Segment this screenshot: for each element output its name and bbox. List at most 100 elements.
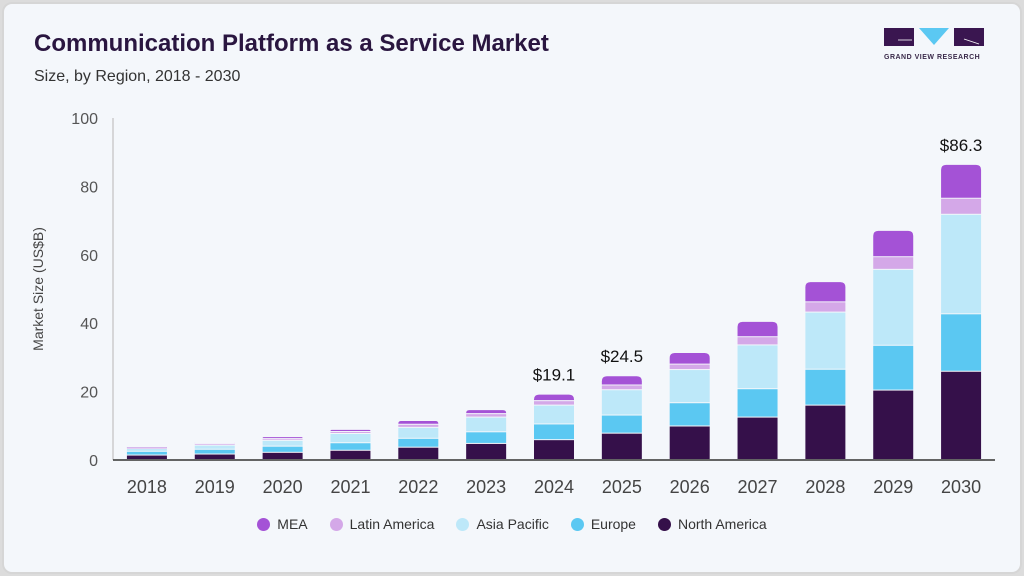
bar-segment-north-america xyxy=(805,405,846,459)
legend: MEA Latin America Asia Pacific Europe North … xyxy=(0,516,1024,532)
legend-swatch xyxy=(456,517,470,531)
bar-segment-mea xyxy=(601,376,642,385)
bar-segment-latin-america xyxy=(126,448,167,449)
legend-swatch xyxy=(570,517,584,531)
bar-segment-mea xyxy=(194,442,235,444)
legend-swatch xyxy=(257,517,271,531)
bar-segment-mea xyxy=(466,410,507,414)
bar-segment-asia-pacific xyxy=(601,390,642,415)
bar-segment-europe xyxy=(805,369,846,405)
bar-segment-north-america xyxy=(941,371,982,459)
x-tick-label: 2021 xyxy=(330,477,370,497)
x-tick-label: 2025 xyxy=(602,477,642,497)
legend-item: North America xyxy=(657,516,767,532)
bar-segment-europe xyxy=(126,451,167,455)
x-tick-label: 2027 xyxy=(738,477,778,497)
bar-segment-asia-pacific xyxy=(873,269,914,345)
y-tick-label: 80 xyxy=(80,179,98,196)
bar-segment-europe xyxy=(398,438,439,447)
bar-segment-mea xyxy=(126,447,167,448)
bar-segment-latin-america xyxy=(601,385,642,390)
bar-segment-europe xyxy=(330,443,371,450)
bar-segment-latin-america xyxy=(737,337,778,345)
y-axis-label: Market Size (US$B) xyxy=(30,227,46,351)
bar-segment-latin-america xyxy=(330,431,371,434)
bar-segment-europe xyxy=(873,345,914,390)
bar-segment-latin-america xyxy=(194,443,235,445)
bar-segment-latin-america xyxy=(941,198,982,214)
legend-label: Asia Pacific xyxy=(476,516,549,532)
x-tick-label: 2024 xyxy=(534,477,574,497)
bar-segment-mea xyxy=(873,230,914,257)
bar-segment-asia-pacific xyxy=(941,214,982,314)
bar-segment-asia-pacific xyxy=(330,434,371,443)
legend-label: Latin America xyxy=(349,516,435,532)
bar-segment-asia-pacific xyxy=(805,312,846,369)
logo-text: GRAND VIEW RESEARCH xyxy=(884,54,981,61)
y-tick-label: 100 xyxy=(71,111,98,128)
bar-segment-asia-pacific xyxy=(669,370,710,403)
bar-segment-europe xyxy=(194,449,235,454)
y-tick-label: 0 xyxy=(89,453,98,470)
bar-segment-mea xyxy=(534,394,574,401)
bar-segment-north-america xyxy=(330,450,371,459)
bar-segment-latin-america xyxy=(805,302,846,312)
bar-segment-asia-pacific xyxy=(262,440,303,446)
bar-segment-europe xyxy=(941,314,982,371)
bar-segment-europe xyxy=(466,432,507,443)
chart-title: Communication Platform as a Service Mark… xyxy=(34,30,549,57)
bar-segment-latin-america xyxy=(669,364,710,370)
bar-segment-europe xyxy=(262,446,303,452)
data-label: $19.1 xyxy=(533,366,576,385)
bar-segment-north-america xyxy=(534,440,574,459)
x-tick-label: 2019 xyxy=(195,477,235,497)
x-tick-label: 2028 xyxy=(805,477,845,497)
legend-swatch xyxy=(329,517,343,531)
bar-segment-asia-pacific xyxy=(398,427,439,438)
legend-item: Asia Pacific xyxy=(456,516,549,532)
bar-segment-north-america xyxy=(737,417,778,459)
bar-segment-europe xyxy=(737,389,778,417)
x-tick-label: 2022 xyxy=(398,477,438,497)
legend-label: Europe xyxy=(590,516,636,532)
bar-segment-north-america xyxy=(873,390,914,459)
bar-segment-mea xyxy=(398,421,439,424)
x-tick-label: 2023 xyxy=(466,477,506,497)
bar-segment-europe xyxy=(669,403,710,426)
legend-label: North America xyxy=(677,516,767,532)
bar-segment-asia-pacific xyxy=(737,345,778,389)
bar-segment-mea xyxy=(262,437,303,439)
y-tick-label: 60 xyxy=(80,248,98,265)
bar-segment-europe xyxy=(601,415,642,433)
bar-segment-north-america xyxy=(398,447,439,459)
bar-segment-mea xyxy=(805,282,846,302)
grand-view-research-logo: GRAND VIEW RESEARCH xyxy=(884,28,984,61)
bar-segment-north-america xyxy=(466,443,507,459)
data-label: $86.3 xyxy=(940,136,983,155)
bar-segment-asia-pacific xyxy=(126,449,167,451)
y-tick-label: 40 xyxy=(80,316,98,333)
bar-segment-north-america xyxy=(601,433,642,459)
bar-segment-north-america xyxy=(669,426,710,459)
bar-segment-mea xyxy=(669,352,710,364)
bar-segment-north-america xyxy=(194,454,235,459)
legend-item: Latin America xyxy=(329,516,435,532)
bar-segment-latin-america xyxy=(873,257,914,269)
bar-segment-north-america xyxy=(262,452,303,459)
bar-segment-mea xyxy=(737,321,778,337)
legend-item: MEA xyxy=(257,516,308,532)
x-tick-label: 2029 xyxy=(873,477,913,497)
bar-segment-latin-america xyxy=(262,439,303,440)
bar-segment-latin-america xyxy=(466,414,507,417)
legend-item: Europe xyxy=(570,516,636,532)
data-label: $24.5 xyxy=(601,347,644,366)
y-tick-label: 20 xyxy=(80,385,98,402)
bar-segment-asia-pacific xyxy=(534,405,574,424)
x-tick-label: 2018 xyxy=(127,477,167,497)
bar-segment-north-america xyxy=(126,455,167,459)
x-tick-label: 2030 xyxy=(941,477,981,497)
chart-subtitle: Size, by Region, 2018 - 2030 xyxy=(34,68,241,85)
bar-segment-mea xyxy=(330,429,371,431)
